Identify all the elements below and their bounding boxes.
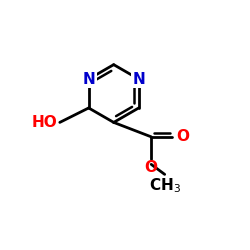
Text: N: N [82, 72, 95, 86]
Text: O: O [177, 129, 190, 144]
Text: O: O [145, 160, 158, 175]
Text: HO: HO [32, 115, 58, 130]
Text: CH$_3$: CH$_3$ [149, 176, 181, 195]
Text: N: N [132, 72, 145, 86]
